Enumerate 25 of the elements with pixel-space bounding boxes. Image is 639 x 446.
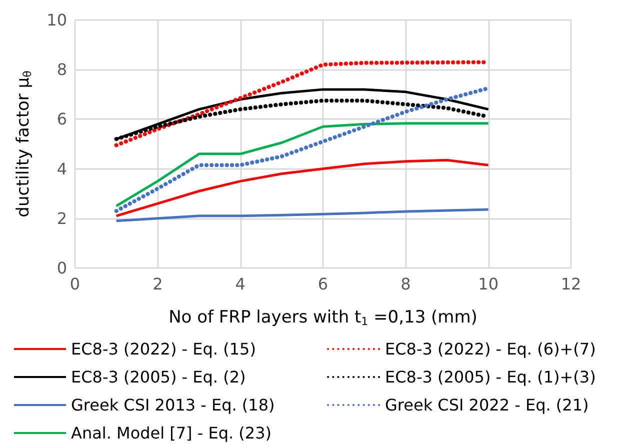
x-tick-label: 8: [400, 274, 411, 294]
legend-label: Greek CSI 2013 - Eq. (18): [71, 396, 275, 414]
y-tick-label: 8: [56, 60, 67, 80]
y-tick-label: 6: [56, 110, 67, 129]
legend-label: EC8-3 (2022) - Eq. (15): [71, 340, 256, 358]
y-tick-label: 2: [56, 208, 67, 228]
x-tick-label: 6: [318, 274, 328, 294]
line-series: [115, 158, 490, 218]
legend-label: EC8-3 (2005) - Eq. (2): [71, 368, 246, 386]
x-tick-label: 2: [152, 274, 163, 294]
y-tick-label: 10: [46, 10, 67, 30]
legend-label: EC8-3 (2005) - Eq. (1)+(3): [385, 368, 596, 386]
x-tick-label: 0: [70, 274, 80, 294]
y-tick-label: 0: [56, 258, 67, 278]
line-series: [115, 122, 490, 208]
legend-label: Anal. Model [7] - Eq. (23): [71, 424, 272, 442]
x-tick-label: 4: [235, 274, 246, 294]
line-series: [115, 208, 490, 222]
x-tick-label: 10: [478, 274, 499, 294]
legend-label: EC8-3 (2022) - Eq. (6)+(7): [385, 340, 596, 358]
x-tick-label: 12: [560, 274, 582, 294]
y-tick-label: 4: [56, 159, 67, 178]
y-axis-title: ductility factor μθ: [14, 70, 34, 218]
legend-label: Greek CSI 2022 - Eq. (21): [385, 396, 589, 414]
line-series: [114, 86, 490, 213]
